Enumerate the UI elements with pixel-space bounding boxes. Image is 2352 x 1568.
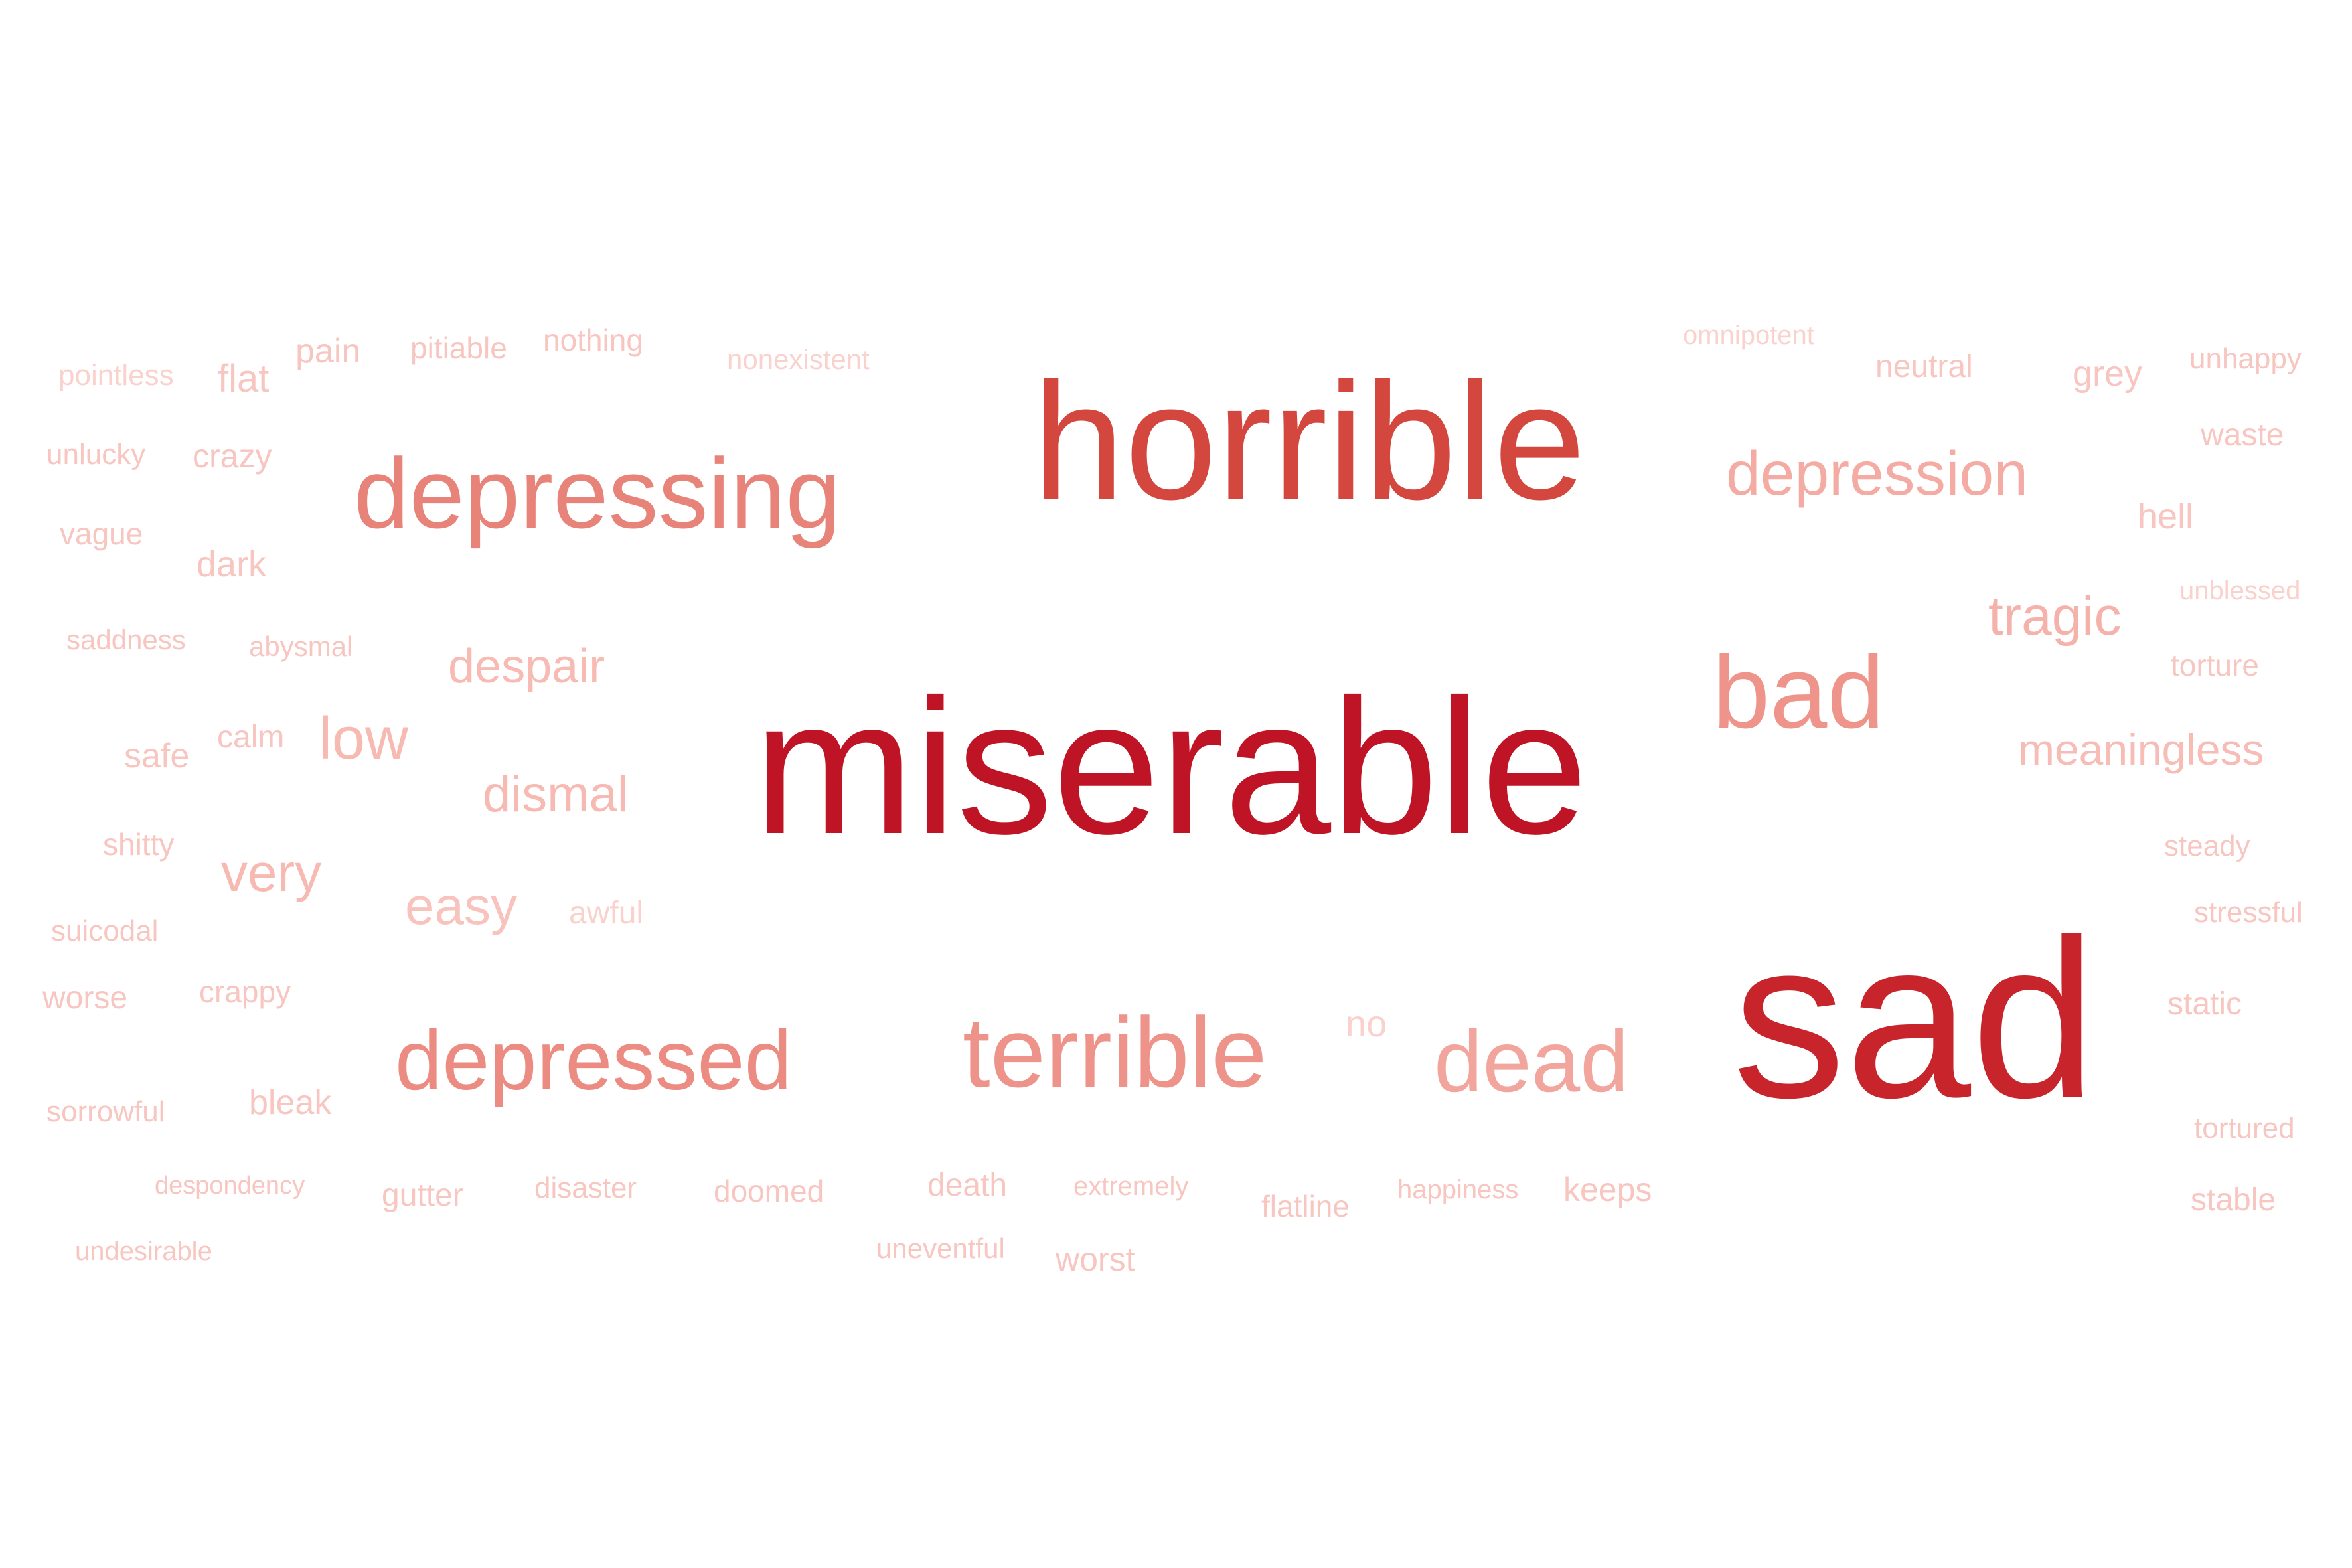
word-worst: worst — [1056, 1241, 1135, 1278]
word-low: low — [319, 706, 409, 772]
word-pain: pain — [295, 332, 361, 370]
word-sorrowful: sorrowful — [46, 1095, 165, 1128]
word-horrible: horrible — [1032, 349, 1586, 534]
word-pitiable: pitiable — [410, 331, 507, 365]
word-torture: torture — [2171, 648, 2259, 682]
word-static: static — [2167, 986, 2242, 1022]
word-unblessed: unblessed — [2179, 576, 2301, 605]
word-despair: despair — [448, 640, 605, 693]
word-doomed: doomed — [714, 1174, 824, 1208]
word-dark: dark — [196, 544, 267, 584]
word-sad: sad — [1733, 893, 2097, 1145]
word-terrible: terrible — [963, 996, 1267, 1108]
word-grey: grey — [2073, 354, 2143, 394]
word-happiness: happiness — [1397, 1175, 1519, 1204]
word-depression: depression — [1726, 439, 2028, 508]
word-very: very — [221, 843, 322, 902]
word-crazy: crazy — [193, 437, 272, 475]
word-tragic: tragic — [1988, 586, 2122, 647]
word-depressing: depressing — [354, 437, 841, 549]
word-depressed: depressed — [395, 1013, 792, 1108]
word-no: no — [1346, 1002, 1387, 1044]
word-unlucky: unlucky — [46, 438, 146, 471]
word-waste: waste — [2201, 418, 2284, 453]
word-death: death — [927, 1168, 1008, 1203]
word-steady: steady — [2164, 830, 2250, 862]
word-suicodal: suicodal — [51, 915, 159, 947]
word-abysmal: abysmal — [249, 631, 353, 662]
word-flat: flat — [218, 357, 270, 400]
word-calm: calm — [217, 720, 285, 755]
word-flatline: flatline — [1261, 1189, 1350, 1223]
word-gutter: gutter — [382, 1178, 463, 1213]
word-vague: vague — [60, 516, 143, 551]
word-meaningless: meaningless — [2018, 725, 2264, 774]
word-keeps: keeps — [1563, 1171, 1652, 1208]
word-crappy: crappy — [199, 975, 291, 1009]
word-hell: hell — [2138, 497, 2194, 536]
word-shitty: shitty — [103, 827, 175, 862]
word-stressful: stressful — [2194, 896, 2303, 929]
word-stable: stable — [2191, 1182, 2276, 1217]
word-miserable: miserable — [753, 659, 1589, 874]
word-despondency: despondency — [155, 1172, 305, 1200]
word-uneventful: uneventful — [876, 1233, 1005, 1264]
word-dead: dead — [1434, 1012, 1629, 1110]
word-bad: bad — [1713, 635, 1885, 749]
word-bleak: bleak — [249, 1083, 332, 1122]
word-omnipotent: omnipotent — [1683, 321, 1814, 350]
word-disaster: disaster — [534, 1172, 637, 1204]
word-tortured: tortured — [2194, 1112, 2295, 1144]
word-neutral: neutral — [1875, 349, 1973, 384]
word-awful: awful — [569, 896, 644, 931]
word-undesirable: undesirable — [75, 1237, 212, 1266]
word-easy: easy — [405, 876, 517, 935]
word-pointless: pointless — [58, 359, 174, 392]
word-saddness: saddness — [66, 624, 186, 655]
word-nothing: nothing — [543, 323, 643, 357]
word-safe: safe — [124, 737, 190, 775]
word-nonexistent: nonexistent — [727, 344, 870, 375]
word-dismal: dismal — [483, 766, 629, 823]
word-extremely: extremely — [1073, 1172, 1189, 1201]
word-worse: worse — [42, 980, 128, 1016]
word-unhappy: unhappy — [2189, 343, 2302, 375]
